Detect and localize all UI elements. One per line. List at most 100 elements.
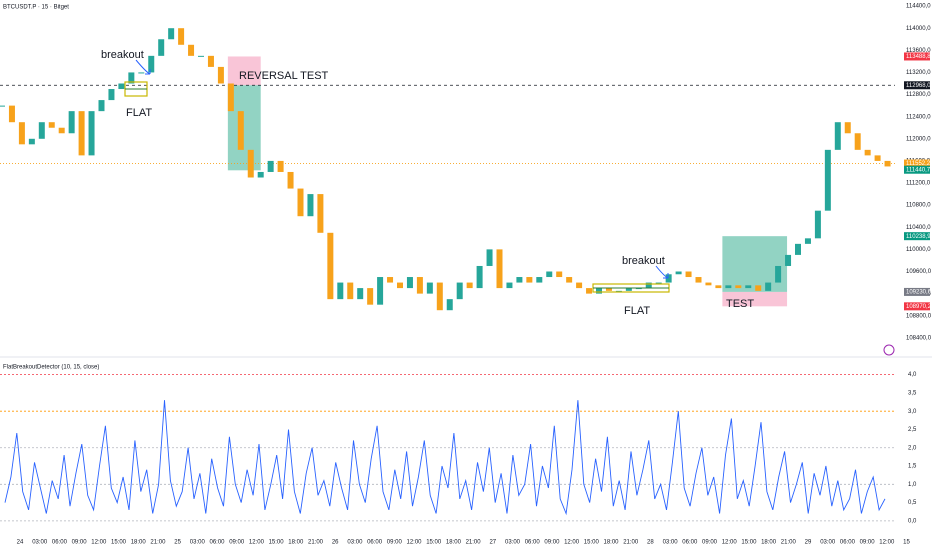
annotation: breakout [101,49,144,61]
y-tick-label: 113600,0 [906,48,931,54]
annotation: FLAT [126,107,152,119]
candle [556,271,563,278]
x-tick-label: 06:00 [682,540,698,546]
candle [118,83,125,90]
candle [536,277,543,283]
x-tick-label: 12:00 [564,540,580,546]
candle [645,282,652,289]
candle [88,111,95,156]
candle [426,282,433,294]
x-tick-label: 03:00 [347,540,363,546]
x-tick-label: 15:00 [111,540,127,546]
candle [277,160,284,172]
candle [526,277,533,283]
candle [566,277,573,283]
candle [357,288,364,300]
x-tick-label: 09:00 [387,540,403,546]
candle [735,285,742,289]
x-tick-label: 15:00 [584,540,600,546]
y-tick-label: 4,0 [908,372,917,378]
candle [546,271,553,278]
candle [38,122,45,139]
x-tick-label: 06:00 [840,540,856,546]
candle [128,72,135,84]
candle [108,89,115,101]
price-label-bg [904,81,930,90]
candle [804,238,811,244]
price-label-bg [904,232,930,241]
candle [576,282,583,289]
candle [436,282,443,311]
y-tick-label: 2,0 [908,445,917,451]
price-label: 108970,2 [906,304,932,310]
x-tick-label: 18:00 [131,540,147,546]
y-tick-label: 3,0 [908,409,917,415]
y-tick-label: 110000,0 [906,247,931,253]
candle [416,277,423,294]
candle [586,288,593,294]
price-label-bg [904,302,930,311]
y-tick-label: 3,5 [908,390,917,396]
candle [665,274,672,283]
y-tick-label: 111200,0 [906,181,931,187]
candle [138,72,145,74]
candle [18,122,25,145]
x-tick-label: 09:00 [860,540,876,546]
candle [58,127,65,134]
annotation: TEST [726,298,754,310]
x-tick-label: 24 [17,540,24,546]
candle [446,299,453,311]
candle [795,243,801,255]
x-tick-label: 18:00 [761,540,777,546]
zone [227,56,261,86]
x-tick-label: 06:00 [52,540,68,546]
price-label-bg [904,159,930,168]
x-tick-label: 12:00 [91,540,107,546]
candle [207,55,214,67]
candle [0,105,5,107]
candle [8,105,15,123]
y-tick-label: 112000,0 [906,136,931,142]
candle [406,277,413,289]
candle [28,138,35,145]
candle [297,188,304,217]
price-label: 111552,2 [906,161,931,167]
x-tick-label: 15:00 [269,540,285,546]
annotation: breakout [622,255,665,267]
x-tick-label: 21:00 [466,540,482,546]
candle [337,282,344,300]
price-label-bg [904,165,930,174]
zone [722,291,788,307]
candle [78,111,85,156]
candle [506,282,513,289]
candle [814,210,821,239]
x-tick-label: 15:00 [741,540,757,546]
y-tick-label: 114400,0 [906,4,931,10]
candle [635,288,642,290]
candle [327,232,334,300]
candle [864,149,871,156]
candle [466,282,473,289]
candle [725,285,732,289]
candle [745,285,752,289]
x-tick-label: 12:00 [879,540,895,546]
candle [198,55,204,57]
candle [596,288,602,294]
candle [307,194,314,217]
candle [615,290,622,292]
x-tick-label: 21:00 [308,540,324,546]
x-tick-label: 06:00 [525,540,541,546]
x-tick-label: 25 [174,540,181,546]
x-tick-label: 03:00 [190,540,206,546]
x-tick-label: 09:00 [544,540,560,546]
y-tick-label: 112800,0 [906,92,931,98]
x-tick-label: 03:00 [32,540,48,546]
candle [705,282,712,286]
price-label: 111440,7 [906,167,931,173]
candle [98,100,105,112]
x-tick-label: 09:00 [702,540,718,546]
y-tick-label: 1,0 [908,482,917,488]
candle [775,265,782,283]
candle [347,282,354,300]
